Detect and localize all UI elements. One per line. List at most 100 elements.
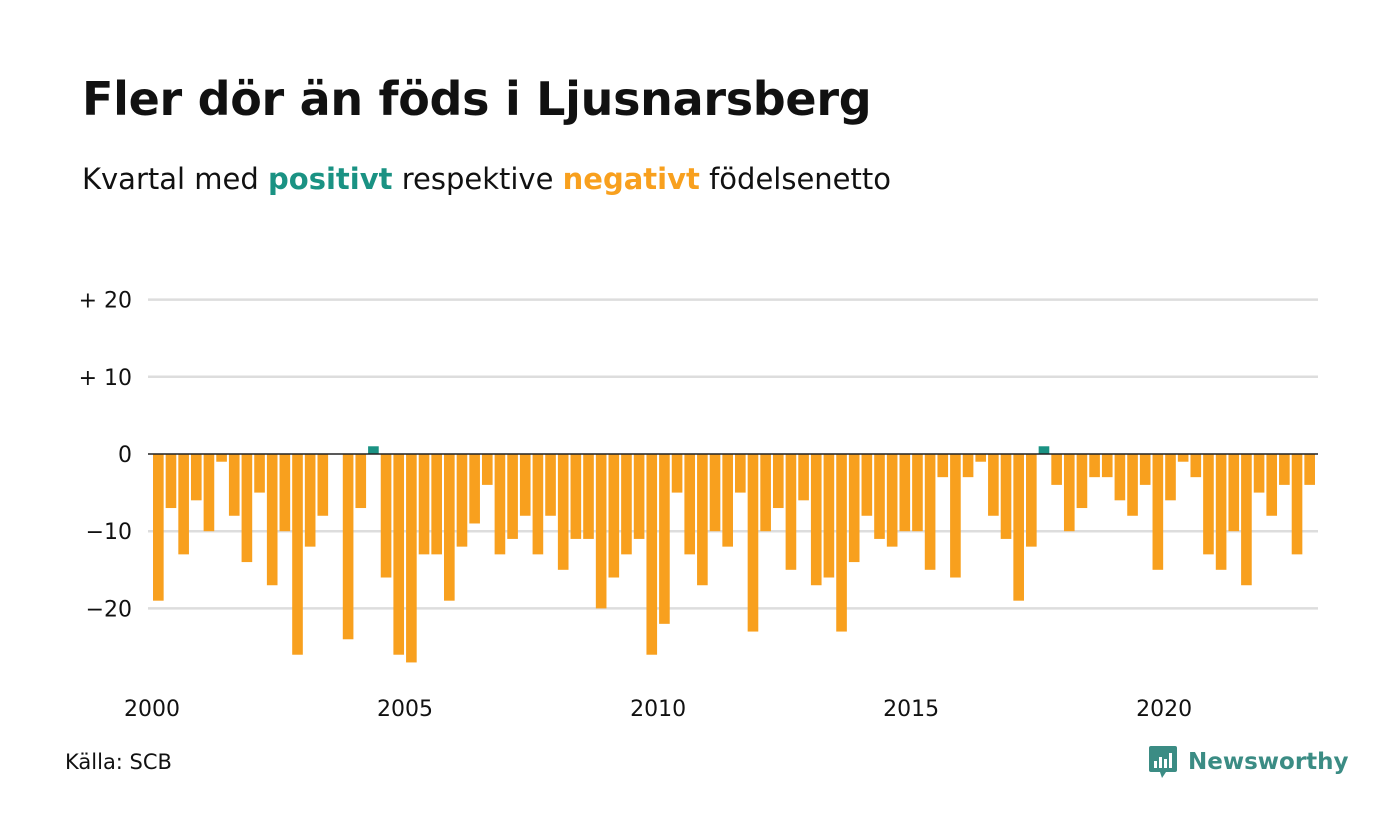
bar-negative [924, 454, 936, 570]
bar-negative [1051, 454, 1062, 485]
bar-negative [380, 454, 392, 578]
bar-negative [393, 454, 405, 655]
bar-negative [1114, 454, 1126, 501]
bar-negative [203, 454, 215, 532]
bar-negative [1241, 454, 1252, 586]
bar-negative [1228, 454, 1240, 532]
bar-negative [633, 454, 645, 539]
bar-negative [545, 454, 556, 516]
bar-negative [1139, 454, 1151, 485]
bar-negative [899, 454, 911, 532]
bar-negative [798, 454, 809, 501]
bar-negative [178, 454, 189, 555]
bar-negative [355, 454, 367, 509]
bar-negative [444, 454, 455, 601]
bar-negative [886, 454, 898, 547]
bar-negative [937, 454, 949, 478]
brand-name: Newsworthy [1188, 749, 1349, 775]
bar-negative [836, 454, 847, 632]
bar-negative [254, 454, 265, 493]
chart-subtitle: Kvartal med positivt respektive negativt… [82, 162, 891, 196]
y-tick-label: −20 [86, 597, 132, 622]
bar-negative [861, 454, 873, 516]
bar-negative [1253, 454, 1265, 493]
bar-negative [988, 454, 999, 516]
chart-title: Fler dör än föds i Ljusnarsberg [82, 72, 872, 126]
bar-negative [304, 454, 316, 547]
bar-negative [595, 454, 607, 609]
y-tick-label: −10 [86, 520, 132, 545]
bar-negative [975, 454, 987, 462]
bar-negative [317, 454, 329, 516]
bar-negative [671, 454, 683, 493]
bar-negative [406, 454, 417, 663]
bar-negative [697, 454, 708, 586]
subtitle-text-middle: respektive [392, 162, 563, 196]
bar-negative [1127, 454, 1138, 516]
bar-negative [216, 454, 227, 462]
subtitle-text-start: Kvartal med [82, 162, 269, 196]
bar-positive [1038, 446, 1050, 454]
y-tick-label: + 10 [79, 366, 132, 391]
bar-negative [785, 454, 797, 570]
bar-negative [874, 454, 885, 539]
bar-negative [279, 454, 291, 532]
bar-negative [469, 454, 480, 524]
bar-negative [1165, 454, 1176, 501]
bar-negative [418, 454, 430, 555]
bar-negative [266, 454, 278, 586]
bar-negative [570, 454, 582, 539]
bar-negative [1089, 454, 1100, 478]
y-tick-label: 0 [118, 443, 132, 468]
y-axis-ticks: + 20 + 10 0 −10 −20 [79, 289, 132, 623]
bar-negative [1063, 454, 1075, 532]
bar-negative [747, 454, 759, 632]
bar-negative [1000, 454, 1012, 539]
bar-negative [950, 454, 961, 578]
bar-negative [823, 454, 835, 578]
bar-negative [912, 454, 923, 532]
bar-negative [646, 454, 658, 655]
bar-negative [228, 454, 240, 516]
bar-negative [848, 454, 860, 563]
y-tick-label: + 20 [79, 289, 132, 314]
bar-negative [659, 454, 670, 624]
brand-logo[interactable]: Newsworthy [1148, 742, 1349, 782]
bar-negative [1076, 454, 1088, 509]
bar-negative [1279, 454, 1290, 485]
bar-negative [519, 454, 531, 516]
source-note: Källa: SCB [65, 750, 172, 774]
bar-negative [1152, 454, 1164, 570]
subtitle-text-end: födelsenetto [699, 162, 891, 196]
bars [153, 446, 1315, 663]
x-axis-ticks: 2000 2005 2010 2015 2020 [124, 697, 1192, 722]
bar-negative [494, 454, 506, 555]
bar-negative [760, 454, 771, 532]
bar-negative [1304, 454, 1315, 485]
x-tick-label: 2020 [1136, 697, 1192, 722]
bar-negative [507, 454, 518, 539]
bar-negative [456, 454, 468, 547]
bar-negative [962, 454, 974, 478]
bar-negative [772, 454, 784, 509]
bar-negative [684, 454, 696, 555]
bar-negative [165, 454, 177, 509]
bar-negative [153, 454, 164, 601]
bar-negative [190, 454, 202, 501]
bar-negative [557, 454, 569, 570]
bar-negative [709, 454, 721, 532]
bar-negative [431, 454, 442, 555]
newsworthy-logo-icon [1149, 746, 1177, 778]
bar-negative [722, 454, 733, 547]
bar-negative [1190, 454, 1202, 478]
bar-negative [608, 454, 620, 578]
bar-negative [1026, 454, 1037, 547]
bar-negative [810, 454, 822, 586]
bar-negative [1215, 454, 1227, 570]
subtitle-positive-highlight: positivt [268, 162, 393, 196]
bar-negative [1177, 454, 1189, 462]
x-tick-label: 2015 [883, 697, 939, 722]
bar-negative [1291, 454, 1303, 555]
bar-positive [368, 446, 379, 454]
